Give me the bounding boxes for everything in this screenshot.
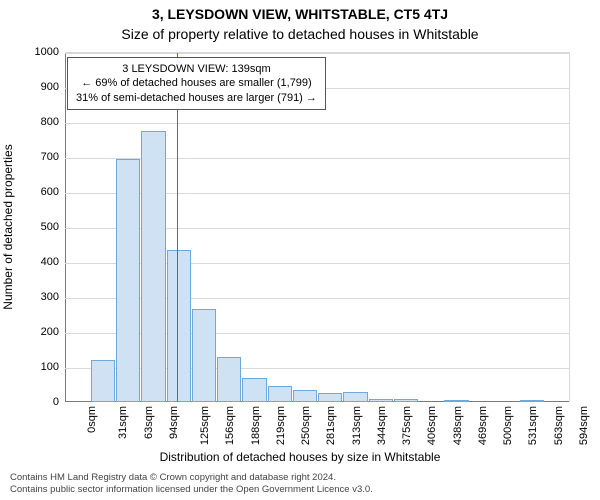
x-tick-label: 563sqm (553, 406, 565, 445)
histogram-bar (520, 400, 544, 402)
x-tick-label: 406sqm (426, 406, 438, 445)
footer-line-1: Contains HM Land Registry data © Crown c… (10, 472, 373, 484)
histogram-bar (167, 250, 191, 402)
x-tick-label: 94sqm (168, 406, 180, 439)
footer-attribution: Contains HM Land Registry data © Crown c… (10, 472, 373, 496)
x-tick-label: 156sqm (224, 406, 236, 445)
y-tick-label: 500 (9, 221, 59, 233)
gridline (65, 123, 569, 124)
y-tick-label: 700 (9, 151, 59, 163)
x-tick-label: 250sqm (300, 406, 312, 445)
x-tick-label: 344sqm (376, 406, 388, 445)
annotation-box: 3 LEYSDOWN VIEW: 139sqm← 69% of detached… (67, 57, 326, 110)
x-tick-label: 313sqm (351, 406, 363, 445)
plot-area: 3 LEYSDOWN VIEW: 139sqm← 69% of detached… (65, 52, 570, 402)
y-tick-label: 600 (9, 186, 59, 198)
y-tick-label: 300 (9, 291, 59, 303)
y-tick-label: 1000 (9, 46, 59, 58)
x-tick-label: 63sqm (143, 406, 155, 439)
annotation-line-1: 3 LEYSDOWN VIEW: 139sqm (76, 62, 317, 76)
x-tick-label: 438sqm (452, 406, 464, 445)
x-tick-label: 469sqm (477, 406, 489, 445)
x-tick-label: 500sqm (502, 406, 514, 445)
chart-container: 3, LEYSDOWN VIEW, WHITSTABLE, CT5 4TJ Si… (0, 0, 600, 500)
histogram-bar (141, 131, 165, 402)
y-tick-label: 100 (9, 361, 59, 373)
y-tick-label: 800 (9, 116, 59, 128)
histogram-bar (444, 400, 468, 402)
y-tick-label: 900 (9, 81, 59, 93)
histogram-bar (293, 390, 317, 402)
chart-title-address: 3, LEYSDOWN VIEW, WHITSTABLE, CT5 4TJ (0, 6, 600, 22)
annotation-line-3: 31% of semi-detached houses are larger (… (76, 91, 317, 105)
chart-subtitle: Size of property relative to detached ho… (0, 26, 600, 42)
y-tick-label: 0 (9, 396, 59, 408)
histogram-bar (242, 378, 266, 403)
histogram-bar (369, 399, 393, 403)
x-axis-label: Distribution of detached houses by size … (0, 450, 600, 464)
footer-line-2: Contains public sector information licen… (10, 484, 373, 496)
x-tick-label: 188sqm (250, 406, 262, 445)
x-tick-label: 0sqm (86, 406, 98, 433)
x-tick-label: 219sqm (275, 406, 287, 445)
x-tick-label: 531sqm (527, 406, 539, 445)
gridline (65, 53, 569, 54)
histogram-bar (116, 159, 140, 402)
histogram-bar (318, 393, 342, 402)
histogram-bar (91, 360, 115, 402)
x-tick-label: 594sqm (578, 406, 590, 445)
x-tick-label: 125sqm (199, 406, 211, 445)
histogram-bar (394, 399, 418, 403)
annotation-line-2: ← 69% of detached houses are smaller (1,… (76, 76, 317, 90)
x-tick-label: 31sqm (117, 406, 129, 439)
x-tick-label: 375sqm (401, 406, 413, 445)
y-tick-label: 400 (9, 256, 59, 268)
x-tick-label: 281sqm (325, 406, 337, 445)
histogram-bar (268, 386, 292, 402)
histogram-bar (343, 392, 367, 403)
histogram-bar (192, 309, 216, 402)
histogram-bar (217, 357, 241, 403)
y-tick-label: 200 (9, 326, 59, 338)
